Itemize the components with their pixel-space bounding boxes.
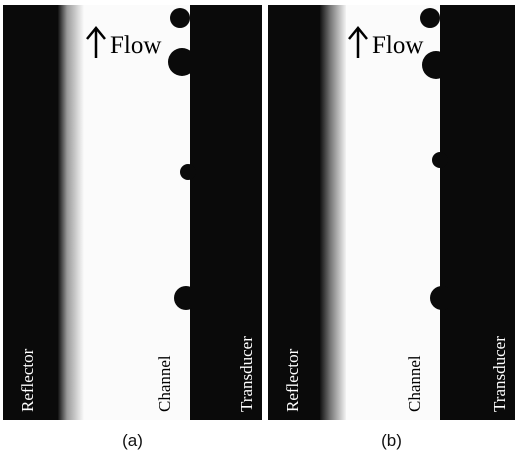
channel-edge	[320, 5, 346, 420]
bubble	[168, 48, 196, 76]
bubble	[170, 8, 190, 28]
flow-label: Flow	[372, 32, 423, 59]
flow-arrow-head	[348, 26, 368, 40]
bubble	[432, 152, 448, 168]
bubble	[430, 286, 454, 310]
channel-label: Channel	[155, 355, 174, 412]
reflector-label: Reflector	[18, 348, 37, 412]
flow-label: Flow	[110, 32, 161, 59]
panel-caption: (b)	[381, 431, 402, 450]
channel-label: Channel	[405, 355, 424, 412]
transducer-label: Transducer	[237, 336, 256, 412]
bubble	[174, 286, 198, 310]
reflector-label: Reflector	[283, 348, 302, 412]
bubble	[422, 51, 450, 79]
panel-caption: (a)	[122, 431, 143, 450]
flow-arrow-head	[86, 26, 106, 40]
panel: Flow Reflector Channel Transducer (b)	[268, 5, 515, 450]
channel-edge	[58, 5, 84, 420]
bubble	[420, 8, 440, 28]
panel: Flow Reflector Channel Transducer (a)	[3, 5, 262, 450]
bubble	[180, 164, 196, 180]
transducer-label: Transducer	[490, 336, 509, 412]
